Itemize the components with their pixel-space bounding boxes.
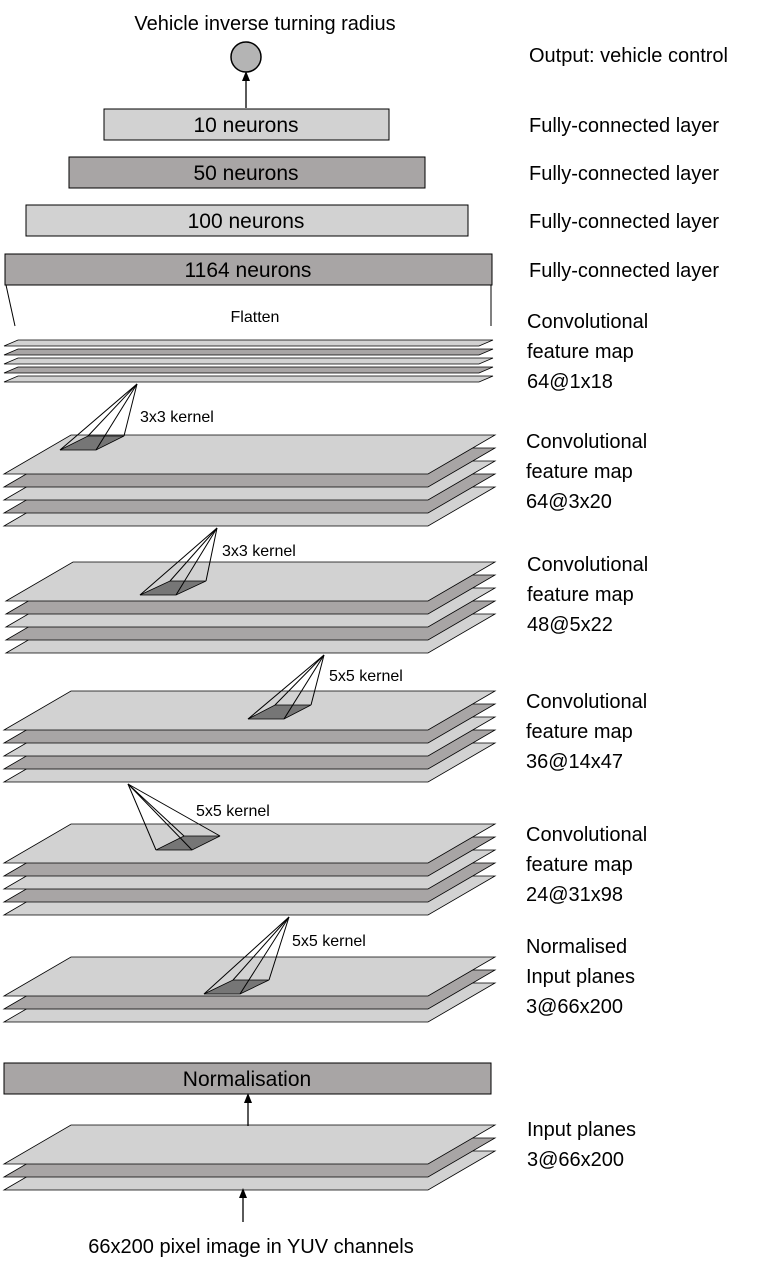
feature-map-64-1x18-plane-3 <box>3 357 494 365</box>
layer-label-64-1x18: Convolutional feature map 64@1x18 <box>527 311 654 393</box>
feature-map-24-31x98-plane-1 <box>2 823 497 864</box>
kernel-pyramid-3-edge-1 <box>247 654 325 720</box>
layer-label-64-3x20: Convolutional feature map 64@3x20 <box>526 431 653 513</box>
layer-label-48-5x22: Convolutional feature map 48@5x22 <box>527 554 654 636</box>
feature-map-64-1x18-plane-5 <box>3 375 494 383</box>
bottom-label: 66x200 pixel image in YUV channels <box>88 1236 413 1258</box>
kernel-pyramid-3 <box>247 654 325 720</box>
kernel-pyramid-1 <box>59 383 138 451</box>
fc-1164-label: 1164 neurons <box>185 259 312 282</box>
fc-1164-box <box>4 253 493 286</box>
kernel-pyramid-4-edge-2 <box>127 783 193 851</box>
flatten-line-left <box>5 284 16 327</box>
kernel-pyramid-2-edge-4 <box>169 527 218 582</box>
fc-100-label: 100 neurons <box>188 210 305 233</box>
kernel-pyramid-3-edge-2 <box>283 654 325 720</box>
kernel-pyramid-5-edge-1 <box>203 916 290 995</box>
kernel-pyramid-4-edge-4 <box>127 783 185 837</box>
kernel-pyramids <box>59 383 325 995</box>
kernel-pyramid-4-edge-1 <box>127 783 157 851</box>
feature-map-36-14x47-plane-1 <box>2 690 497 731</box>
layer-label-24-31x98: Convolutional feature map 24@31x98 <box>526 824 653 906</box>
fc-1164-side-label: Fully-connected layer <box>529 260 719 282</box>
kernel-pyramid-1-edge-3 <box>123 383 138 437</box>
kernel-label-4: 5x5 kernel <box>196 803 270 820</box>
normalised-input-planes-plane-1 <box>2 956 497 997</box>
kernel-pyramid-2-edge-2 <box>175 527 218 596</box>
normalisation-box <box>3 1062 492 1095</box>
kernel-label-3: 5x5 kernel <box>329 668 403 685</box>
kernel-pyramid-1-edge-4 <box>87 383 138 437</box>
layer-label-36-14x47: Convolutional feature map 36@14x47 <box>526 691 653 773</box>
layer-label-normalised-input: Normalised Input planes 3@66x200 <box>526 936 641 1018</box>
fc-10-label: 10 neurons <box>193 114 298 137</box>
kernel-pyramid-1-edge-1 <box>59 383 138 451</box>
fc-50-side-label: Fully-connected layer <box>529 163 719 185</box>
kernel-pyramid-2-edge-3 <box>205 527 218 582</box>
kernel-pyramid-5-edge-4 <box>232 916 290 981</box>
kernel-pyramid-5-edge-2 <box>239 916 290 995</box>
feature-map-48-5x22-plane-1 <box>4 561 497 602</box>
fc-100-side-label: Fully-connected layer <box>529 211 719 233</box>
feature-map-64-1x18-plane-1 <box>3 339 494 347</box>
input-planes-plane-1 <box>2 1124 497 1165</box>
kernel-pyramid-5 <box>203 916 290 995</box>
kernel-pyramid-4-edge-3 <box>127 783 221 837</box>
kernel-label-1: 3x3 kernel <box>140 409 214 426</box>
layer-label-input-planes: Input planes 3@66x200 <box>527 1119 642 1171</box>
output-label: Output: vehicle control <box>529 45 728 67</box>
top-label: Vehicle inverse turning radius <box>134 13 395 35</box>
fc-100-box <box>25 204 469 237</box>
kernel-label-2: 3x3 kernel <box>222 543 296 560</box>
fc-50-box <box>68 156 426 189</box>
kernel-label-5: 5x5 kernel <box>292 933 366 950</box>
kernel-pyramid-4 <box>127 783 221 851</box>
feature-map-64-3x20-plane-1 <box>2 434 497 475</box>
fc-10-box <box>103 108 390 141</box>
fc-50-label: 50 neurons <box>193 162 298 185</box>
kernel-pyramid-3-edge-4 <box>274 654 325 706</box>
kernel-pyramid-1-edge-2 <box>95 383 138 451</box>
flatten-label: Flatten <box>231 309 280 326</box>
layer-stacks <box>2 339 497 1191</box>
normalisation-label: Normalisation <box>183 1068 311 1091</box>
kernel-pyramid-2-edge-1 <box>139 527 218 596</box>
kernel-pyramid-3-edge-3 <box>310 654 325 706</box>
kernel-pyramid-5-edge-3 <box>268 916 290 981</box>
feature-map-64-1x18-plane-2 <box>3 348 494 356</box>
fc-10-side-label: Fully-connected layer <box>529 115 719 137</box>
feature-map-64-1x18-plane-4 <box>3 366 494 374</box>
output-node <box>230 41 262 73</box>
kernel-pyramid-2 <box>139 527 218 596</box>
